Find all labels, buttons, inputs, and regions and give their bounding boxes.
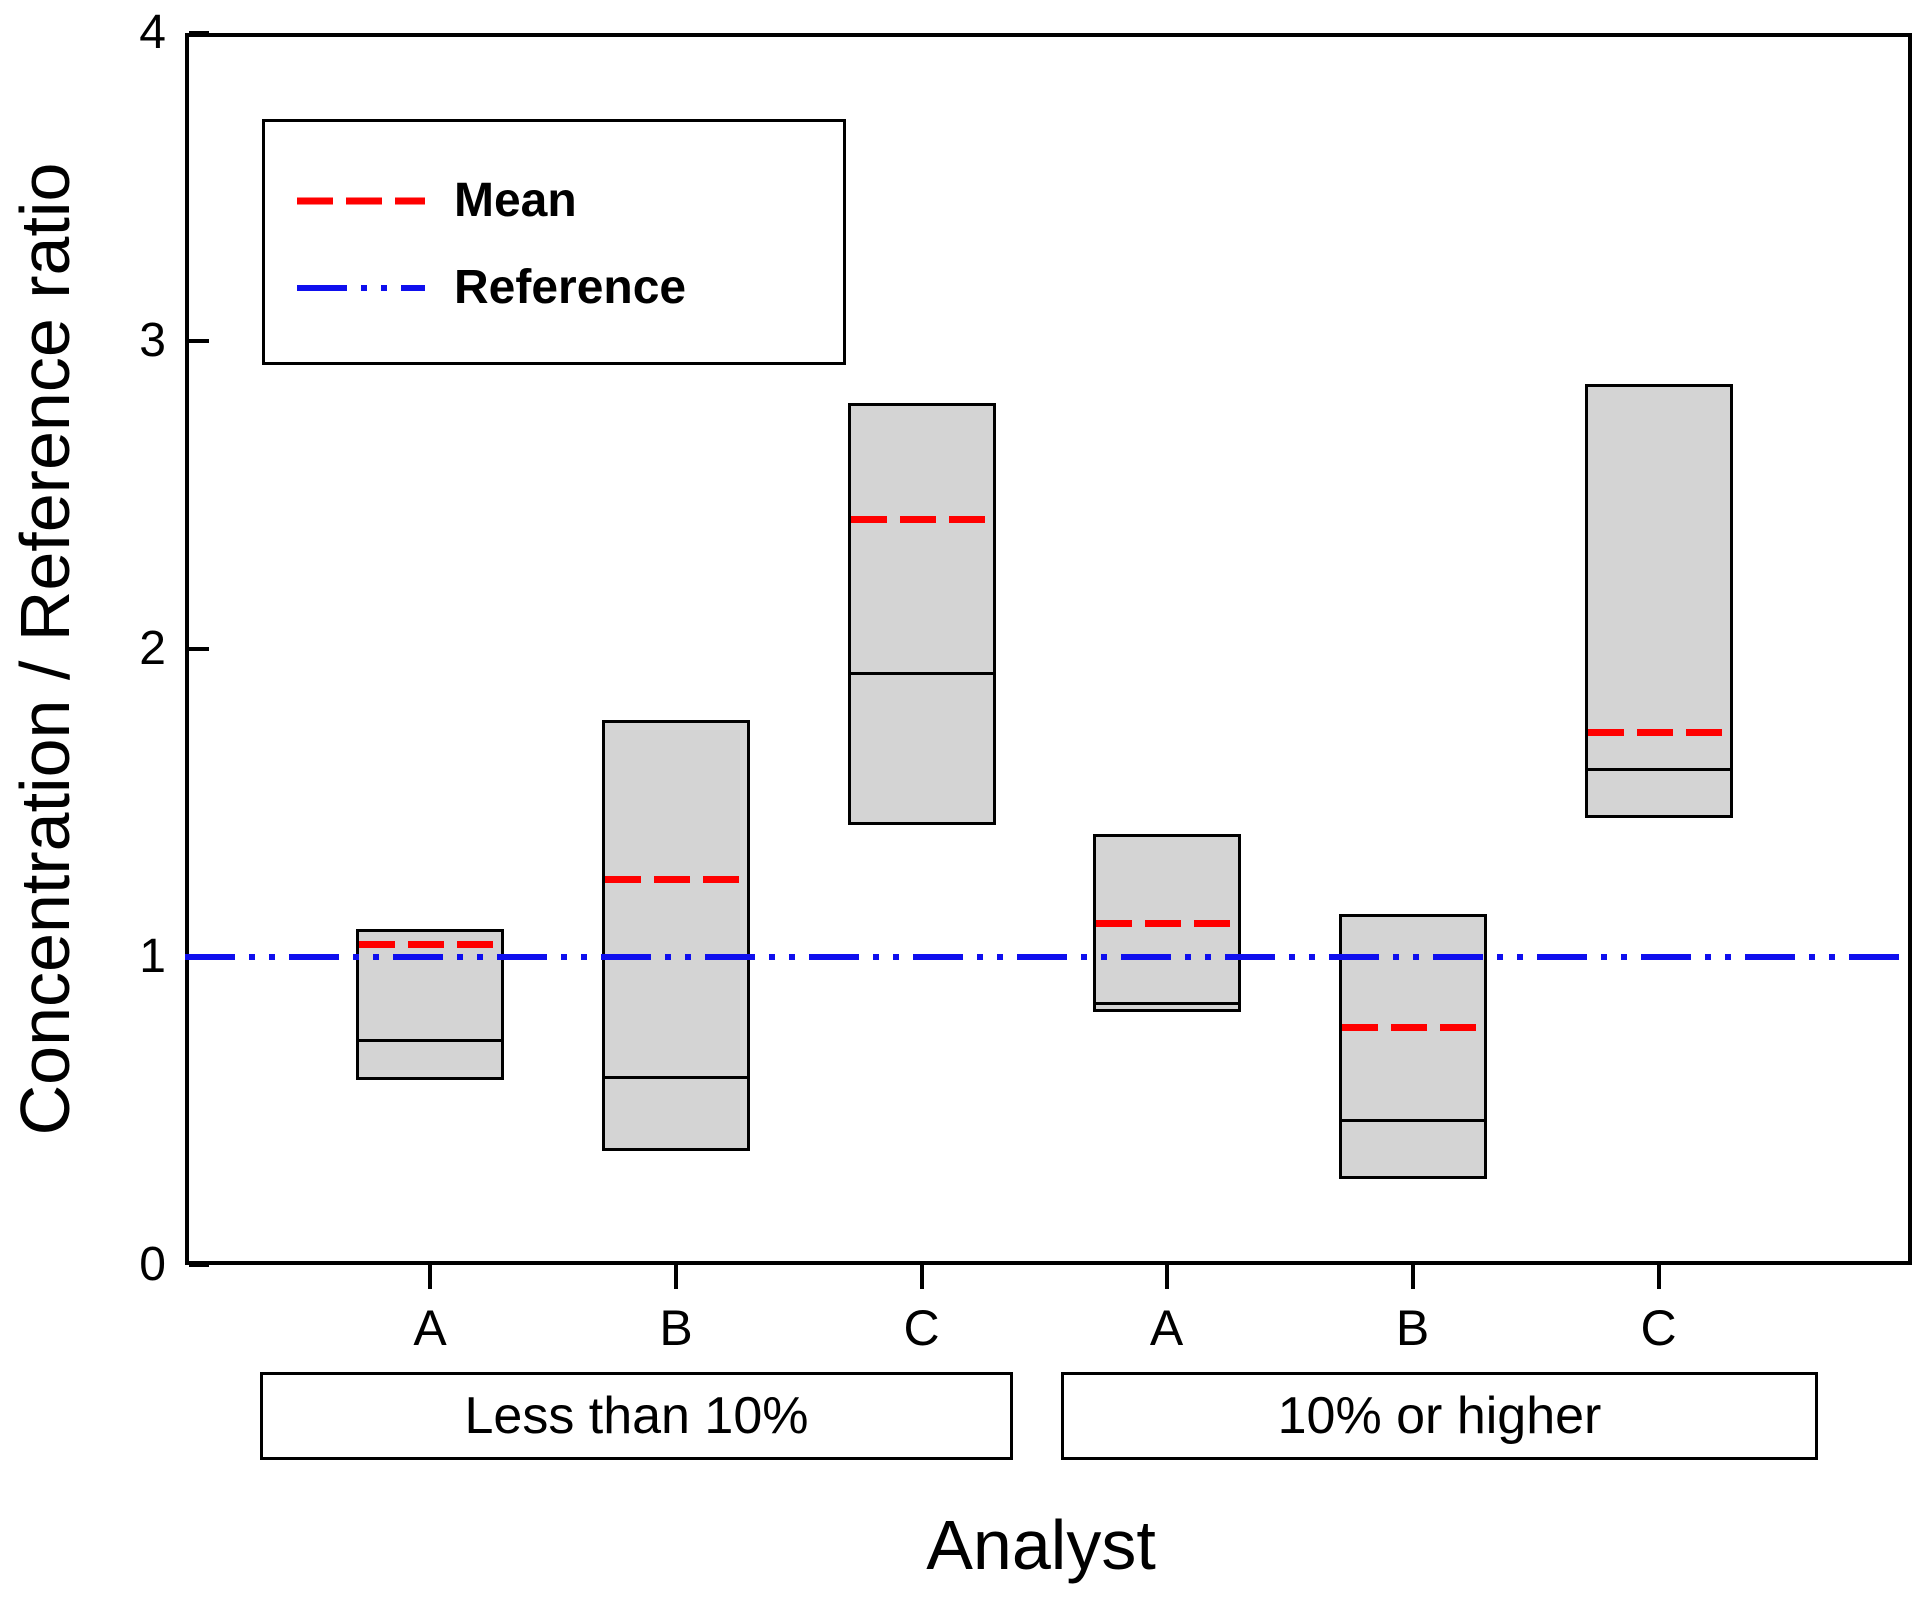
y-axis-tick: [189, 31, 209, 35]
legend-label-mean: Mean: [454, 174, 577, 227]
reference-line: [185, 954, 1912, 960]
box-C-10-or-higher: [1584, 384, 1733, 819]
reference-line-sample-icon: [297, 285, 425, 291]
x-axis-tick: [428, 1265, 432, 1289]
x-category-label: A: [413, 1300, 447, 1356]
y-tick-label: 2: [139, 622, 166, 675]
median-line: [1095, 1001, 1238, 1005]
box-C-less-than-10-: [847, 402, 996, 825]
x-category-label: C: [903, 1300, 940, 1356]
x-axis-tick: [1656, 1265, 1661, 1289]
mean-line: [1095, 919, 1238, 927]
x-axis-tick: [919, 1265, 924, 1289]
y-axis-tick: [189, 647, 209, 651]
mean-line: [359, 941, 501, 949]
y-tick-label: 3: [139, 314, 166, 367]
mean-line: [850, 516, 993, 524]
mean-line: [605, 876, 747, 884]
x-axis-tick: [674, 1265, 678, 1289]
x-axis-tick: [1164, 1265, 1169, 1289]
mean-line: [1341, 1024, 1484, 1032]
median-line: [1341, 1118, 1484, 1122]
y-tick-label: 4: [139, 6, 166, 59]
group-label-text: 10% or higher: [1277, 1387, 1602, 1445]
group-label-text: Less than 10%: [464, 1387, 809, 1445]
median-line: [1587, 767, 1730, 771]
x-category-label: B: [659, 1300, 693, 1356]
median-line: [359, 1038, 501, 1042]
box-B-less-than-10-: [602, 719, 750, 1152]
x-category-label: C: [1640, 1300, 1677, 1356]
y-tick-label: 0: [139, 1238, 166, 1291]
legend: Mean Reference: [262, 119, 846, 365]
y-axis-tick: [189, 1263, 209, 1267]
y-axis-tick: [189, 339, 209, 343]
box-A-less-than-10-: [356, 929, 504, 1081]
median-line: [850, 672, 993, 676]
mean-line-sample-icon: [297, 197, 425, 205]
x-axis-tick: [1410, 1265, 1415, 1289]
group-label-less-than-10: Less than 10%: [260, 1372, 1013, 1460]
y-tick-label: 1: [139, 930, 166, 983]
x-category-label: B: [1395, 1300, 1430, 1356]
median-line: [605, 1075, 747, 1079]
group-label-10-or-higher: 10% or higher: [1061, 1372, 1818, 1460]
box-A-10-or-higher: [1092, 833, 1241, 1013]
legend-label-reference: Reference: [454, 261, 687, 314]
mean-line: [1587, 728, 1730, 736]
x-axis-label: Analyst: [926, 1506, 1156, 1584]
x-category-label: A: [1149, 1300, 1184, 1356]
